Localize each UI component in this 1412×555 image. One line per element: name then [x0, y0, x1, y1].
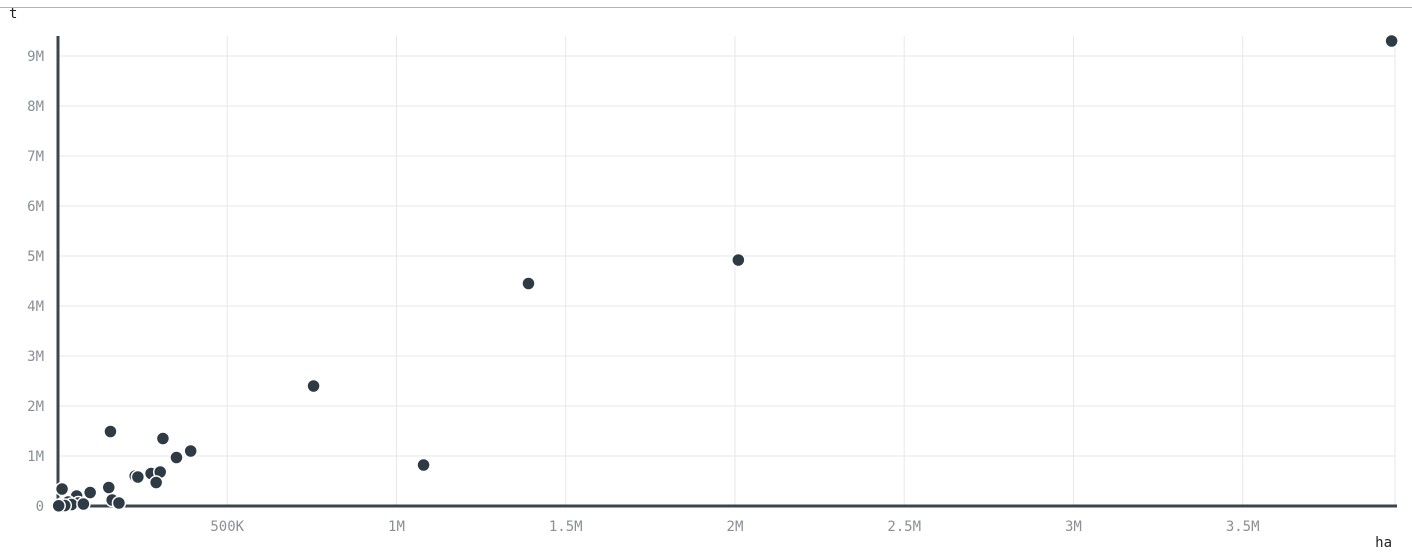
data-point[interactable] — [306, 378, 321, 394]
data-point[interactable] — [1384, 33, 1399, 49]
y-tick-label: 8M — [27, 99, 44, 115]
axes — [56, 36, 1397, 508]
data-point[interactable] — [183, 443, 198, 459]
data-point[interactable] — [101, 480, 117, 495]
y-tick-label: 3M — [27, 349, 44, 365]
data-point[interactable] — [76, 496, 91, 512]
data-point[interactable] — [731, 252, 746, 268]
data-point[interactable] — [155, 431, 171, 446]
y-tick-label: 0 — [36, 499, 44, 515]
data-point[interactable] — [521, 276, 536, 291]
x-tick-label: 1.5M — [549, 519, 583, 535]
y-tick-label: 5M — [27, 249, 44, 265]
y-tick-label: 6M — [27, 199, 44, 215]
x-tick-label: 2M — [727, 519, 744, 535]
data-point[interactable] — [54, 481, 70, 497]
x-axis-label: ha — [1375, 535, 1392, 551]
data-point[interactable] — [169, 450, 184, 465]
x-tick-label: 2.5M — [887, 519, 921, 535]
y-tick-label: 2M — [27, 399, 44, 415]
data-point[interactable] — [82, 485, 98, 500]
y-tick-label: 4M — [27, 299, 44, 315]
tick-labels: 500K 1M 1.5M 2M 2.5M 3M 3.5M 0 1M 2M 3M 4M 5M 6M 7M 8M 9… — [27, 49, 1259, 535]
data-points — [51, 33, 1399, 513]
grid — [58, 36, 1396, 506]
x-tick-label: 3.5M — [1226, 519, 1260, 535]
x-tick-label: 500K — [210, 519, 244, 535]
y-tick-label: 7M — [27, 149, 44, 165]
top-border — [0, 7, 1412, 8]
y-tick-label: 9M — [27, 49, 44, 65]
data-point[interactable] — [103, 424, 118, 439]
data-point[interactable] — [111, 495, 127, 511]
data-point[interactable] — [148, 475, 164, 490]
x-tick-label: 3M — [1065, 519, 1082, 535]
data-point[interactable] — [416, 457, 431, 473]
x-tick-label: 1M — [388, 519, 405, 535]
y-axis-label: t — [9, 6, 18, 22]
data-point[interactable] — [130, 469, 146, 485]
data-point[interactable] — [51, 498, 66, 513]
y-tick-label: 1M — [27, 449, 44, 465]
